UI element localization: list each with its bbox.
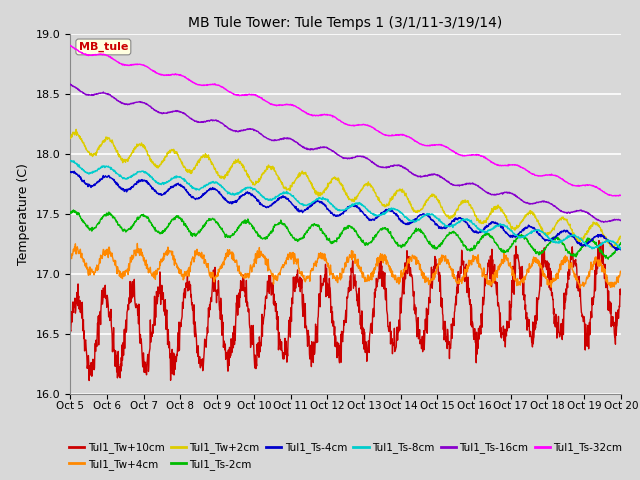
Tul1_Tw+10cm bbox=[595, 238, 603, 243]
Tul1_Ts-2cm bbox=[617, 240, 625, 246]
Tul1_Tw+2cm bbox=[176, 156, 184, 162]
Line: Tul1_Tw+10cm: Tul1_Tw+10cm bbox=[70, 240, 621, 381]
Tul1_Ts-32cm bbox=[189, 79, 196, 85]
Tul1_Ts-16cm bbox=[67, 81, 74, 87]
Tul1_Ts-2cm bbox=[431, 245, 439, 251]
Tul1_Ts-4cm bbox=[552, 233, 559, 239]
Tul1_Tw+4cm bbox=[176, 271, 184, 276]
Tul1_Ts-2cm bbox=[251, 228, 259, 234]
Tul1_Ts-8cm bbox=[251, 187, 259, 192]
Tul1_Ts-16cm bbox=[175, 108, 183, 114]
Tul1_Tw+4cm bbox=[251, 260, 259, 266]
Tul1_Ts-2cm bbox=[189, 231, 197, 237]
Line: Tul1_Tw+4cm: Tul1_Tw+4cm bbox=[70, 243, 621, 288]
Tul1_Ts-32cm bbox=[552, 172, 559, 178]
Tul1_Ts-16cm bbox=[189, 117, 196, 122]
Tul1_Ts-32cm bbox=[617, 192, 625, 198]
Tul1_Tw+10cm bbox=[617, 287, 625, 292]
Tul1_Ts-16cm bbox=[617, 217, 625, 223]
Tul1_Tw+4cm bbox=[552, 272, 559, 278]
Tul1_Tw+4cm bbox=[134, 240, 141, 246]
Tul1_Tw+2cm bbox=[617, 234, 625, 240]
Tul1_Ts-8cm bbox=[504, 223, 511, 229]
Tul1_Ts-8cm bbox=[67, 157, 75, 163]
Tul1_Ts-32cm bbox=[503, 163, 511, 168]
Tul1_Ts-16cm bbox=[600, 219, 607, 225]
Tul1_Tw+4cm bbox=[431, 269, 439, 275]
Tul1_Tw+2cm bbox=[189, 167, 197, 172]
Tul1_Tw+2cm bbox=[504, 218, 511, 224]
Tul1_Ts-4cm bbox=[67, 169, 74, 175]
Line: Tul1_Ts-16cm: Tul1_Ts-16cm bbox=[70, 84, 621, 222]
Tul1_Ts-16cm bbox=[250, 128, 258, 133]
Tul1_Tw+2cm bbox=[608, 244, 616, 250]
Tul1_Ts-2cm bbox=[504, 247, 511, 252]
Tul1_Ts-8cm bbox=[67, 158, 74, 164]
Tul1_Ts-8cm bbox=[617, 246, 625, 252]
Line: Tul1_Ts-8cm: Tul1_Ts-8cm bbox=[70, 160, 621, 249]
Tul1_Ts-2cm bbox=[604, 256, 612, 262]
Tul1_Ts-4cm bbox=[176, 182, 184, 188]
Line: Tul1_Ts-2cm: Tul1_Ts-2cm bbox=[70, 210, 621, 259]
Tul1_Ts-4cm bbox=[613, 247, 621, 253]
Tul1_Ts-2cm bbox=[552, 233, 559, 239]
Tul1_Ts-32cm bbox=[175, 72, 183, 78]
Tul1_Tw+10cm bbox=[552, 312, 559, 317]
Tul1_Tw+10cm bbox=[67, 327, 74, 333]
Tul1_Ts-4cm bbox=[251, 193, 259, 199]
Tul1_Tw+10cm bbox=[189, 307, 197, 312]
Tul1_Tw+4cm bbox=[189, 255, 197, 261]
Legend: Tul1_Tw+10cm, Tul1_Tw+4cm, Tul1_Tw+2cm, Tul1_Ts-2cm, Tul1_Ts-4cm, Tul1_Ts-8cm, T: Tul1_Tw+10cm, Tul1_Tw+4cm, Tul1_Tw+2cm, … bbox=[65, 438, 627, 474]
Tul1_Ts-32cm bbox=[431, 142, 439, 147]
Tul1_Tw+2cm bbox=[72, 126, 80, 132]
Tul1_Ts-8cm bbox=[552, 240, 559, 245]
Tul1_Tw+10cm bbox=[504, 328, 511, 334]
Tul1_Tw+4cm bbox=[617, 268, 625, 274]
Tul1_Tw+10cm bbox=[85, 378, 93, 384]
Tul1_Ts-32cm bbox=[67, 43, 74, 48]
Tul1_Ts-4cm bbox=[189, 195, 197, 201]
Tul1_Ts-16cm bbox=[431, 171, 439, 177]
Text: MB_tule: MB_tule bbox=[79, 42, 128, 52]
Line: Tul1_Tw+2cm: Tul1_Tw+2cm bbox=[70, 129, 621, 247]
Tul1_Ts-8cm bbox=[189, 186, 197, 192]
Tul1_Ts-32cm bbox=[614, 193, 622, 199]
Tul1_Ts-32cm bbox=[250, 92, 258, 97]
Y-axis label: Temperature (C): Temperature (C) bbox=[17, 163, 30, 264]
Tul1_Ts-16cm bbox=[552, 204, 559, 210]
Tul1_Tw+10cm bbox=[431, 265, 439, 271]
Tul1_Tw+2cm bbox=[67, 135, 74, 141]
Tul1_Ts-4cm bbox=[504, 230, 511, 236]
Tul1_Ts-4cm bbox=[431, 222, 439, 228]
Tul1_Tw+4cm bbox=[577, 285, 584, 291]
Tul1_Ts-4cm bbox=[617, 247, 625, 252]
Line: Tul1_Ts-4cm: Tul1_Ts-4cm bbox=[70, 171, 621, 250]
Tul1_Ts-2cm bbox=[176, 216, 184, 221]
Tul1_Ts-2cm bbox=[70, 207, 77, 213]
Tul1_Tw+4cm bbox=[504, 258, 511, 264]
Tul1_Tw+10cm bbox=[251, 365, 259, 371]
Tul1_Tw+2cm bbox=[431, 194, 439, 200]
Tul1_Ts-8cm bbox=[431, 213, 439, 219]
Tul1_Ts-8cm bbox=[176, 174, 184, 180]
Title: MB Tule Tower: Tule Temps 1 (3/1/11-3/19/14): MB Tule Tower: Tule Temps 1 (3/1/11-3/19… bbox=[188, 16, 503, 30]
Tul1_Tw+10cm bbox=[176, 330, 184, 336]
Tul1_Ts-4cm bbox=[70, 168, 78, 174]
Tul1_Tw+4cm bbox=[67, 253, 74, 259]
Tul1_Ts-2cm bbox=[67, 210, 74, 216]
Line: Tul1_Ts-32cm: Tul1_Ts-32cm bbox=[70, 46, 621, 196]
Tul1_Tw+2cm bbox=[552, 222, 559, 228]
Tul1_Ts-16cm bbox=[503, 189, 511, 195]
Tul1_Tw+2cm bbox=[251, 182, 259, 188]
